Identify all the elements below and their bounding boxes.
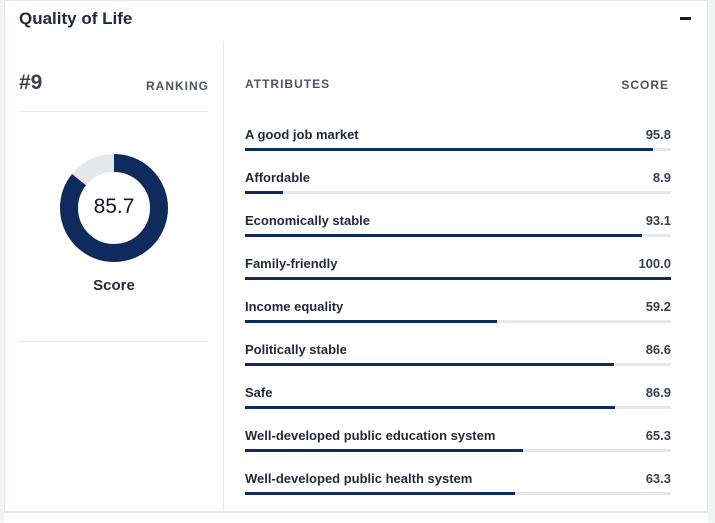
attribute-row: Economically stable 93.1 bbox=[245, 213, 671, 256]
attribute-name: Safe bbox=[245, 385, 273, 400]
attribute-row: Income equality 59.2 bbox=[245, 299, 671, 342]
attributes-header: ATTRIBUTES bbox=[245, 77, 331, 91]
attribute-score: 86.9 bbox=[645, 385, 671, 400]
attribute-name: Well-developed public health system bbox=[245, 471, 473, 486]
attribute-bar-track bbox=[245, 148, 671, 151]
score-header: SCORE bbox=[621, 78, 669, 92]
attribute-score: 59.2 bbox=[645, 299, 671, 314]
attribute-bar-fill bbox=[245, 449, 524, 452]
attribute-row: Family-friendly 100.0 bbox=[245, 256, 671, 299]
attribute-name: A good job market bbox=[245, 127, 359, 142]
attribute-bar-fill bbox=[245, 277, 671, 280]
attribute-bar-track bbox=[245, 277, 671, 280]
attribute-row: Politically stable 86.6 bbox=[245, 342, 671, 385]
attribute-row: A good job market 95.8 bbox=[245, 127, 671, 170]
attribute-score: 8.9 bbox=[652, 170, 671, 185]
minus-icon bbox=[680, 17, 691, 20]
divider-bottom bbox=[19, 341, 208, 342]
attribute-row: Safe 86.9 bbox=[245, 385, 671, 428]
next-section-edge bbox=[4, 512, 708, 523]
attribute-bar-fill bbox=[245, 148, 654, 151]
attribute-bar-fill bbox=[245, 234, 642, 237]
attribute-row: Affordable 8.9 bbox=[245, 170, 671, 213]
ranking-label: RANKING bbox=[146, 79, 209, 93]
attribute-bar-track bbox=[245, 406, 671, 409]
attribute-bar-fill bbox=[245, 363, 614, 366]
attribute-score: 65.3 bbox=[645, 428, 671, 443]
attribute-name: Affordable bbox=[245, 170, 310, 185]
attribute-score: 93.1 bbox=[645, 213, 671, 228]
attribute-name: Well-developed public education system bbox=[245, 428, 496, 443]
attribute-bar-fill bbox=[245, 406, 616, 409]
attribute-bar-track bbox=[245, 191, 671, 194]
attribute-name: Family-friendly bbox=[245, 256, 338, 271]
attribute-score: 100.0 bbox=[638, 256, 671, 271]
score-donut-chart bbox=[60, 154, 168, 262]
attribute-bar-track bbox=[245, 320, 671, 323]
attribute-score: 95.8 bbox=[645, 127, 671, 142]
attribute-row: Well-developed public education system 65… bbox=[245, 428, 671, 471]
attribute-name: Income equality bbox=[245, 299, 344, 314]
overall-score: 85.7 bbox=[93, 195, 135, 218]
attribute-name: Economically stable bbox=[245, 213, 370, 228]
column-divider bbox=[223, 41, 224, 513]
divider-top bbox=[19, 111, 208, 112]
attribute-bar-fill bbox=[245, 492, 515, 495]
attribute-score: 86.6 bbox=[645, 342, 671, 357]
attribute-bar-track bbox=[245, 363, 671, 366]
attribute-bar-track bbox=[245, 492, 671, 495]
score-caption: Score bbox=[93, 277, 135, 294]
donut-score-arc bbox=[60, 154, 168, 262]
attribute-bar-track bbox=[245, 449, 671, 452]
ranking-value: #9 bbox=[19, 71, 43, 94]
attribute-name: Politically stable bbox=[245, 342, 347, 357]
section-title: Quality of Life bbox=[19, 9, 133, 28]
attribute-bar-fill bbox=[245, 320, 498, 323]
collapse-button[interactable] bbox=[676, 6, 696, 28]
attribute-score: 63.3 bbox=[645, 471, 671, 486]
quality-of-life-card: Quality of Life #9 RANKING 85.7 Score AT… bbox=[4, 0, 708, 514]
attribute-bar-fill bbox=[245, 191, 283, 194]
attribute-bar-track bbox=[245, 234, 671, 237]
attribute-row: Well-developed public health system 63.3 bbox=[245, 471, 671, 514]
